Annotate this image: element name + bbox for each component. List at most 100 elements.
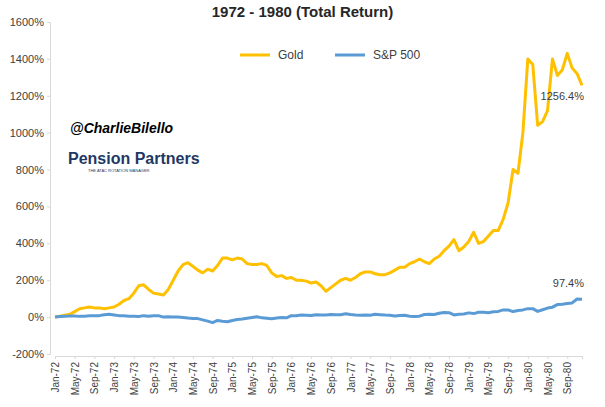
y-tick-mark xyxy=(47,243,50,244)
x-tick-mark xyxy=(272,356,273,359)
x-tick: Jan-72 xyxy=(50,356,61,393)
end-label-sp500: 97.4% xyxy=(553,277,584,289)
x-tick-label: May-77 xyxy=(365,362,376,396)
x-tick: Jan-79 xyxy=(464,356,475,393)
x-tick: Jan-74 xyxy=(168,356,179,393)
watermark-handle: @CharlieBilello xyxy=(70,120,174,136)
y-tick-label: 1400% xyxy=(10,53,44,65)
x-tick: May-75 xyxy=(247,356,258,395)
chart: 1972 - 1980 (Total Return) -200% 0% 200% 400… xyxy=(0,0,605,407)
y-tick: 1600% xyxy=(10,16,50,28)
x-tick-label: Sep-77 xyxy=(385,362,396,395)
y-tick-mark xyxy=(47,59,50,60)
x-tick-mark xyxy=(252,356,253,359)
x-tick-mark xyxy=(114,356,115,359)
legend-swatch xyxy=(240,54,270,57)
x-tick-mark xyxy=(548,356,549,359)
x-tick-label: Jan-77 xyxy=(346,362,357,393)
x-tick-label: Jan-72 xyxy=(50,362,61,393)
x-tick-mark xyxy=(94,356,95,359)
title: 1972 - 1980 (Total Return) xyxy=(212,3,393,20)
y-tick-label: 1000% xyxy=(10,127,44,139)
x-tick-label: May-80 xyxy=(543,362,554,396)
lines xyxy=(55,53,582,322)
watermark-tagline: THE ATAC ROTATION MANAGER xyxy=(88,168,150,173)
x-tick-mark xyxy=(410,356,411,359)
x-tick-label: Jan-76 xyxy=(286,362,297,393)
y-tick: 1400% xyxy=(10,53,50,65)
y-tick-label: 1200% xyxy=(10,90,44,102)
x-tick-label: Sep-73 xyxy=(149,362,160,395)
y-tick: 600% xyxy=(16,200,50,212)
line-1 xyxy=(55,299,582,323)
x-tick: Jan-76 xyxy=(286,356,297,393)
x-tick-mark xyxy=(488,356,489,359)
y-tick: 1000% xyxy=(10,127,50,139)
x-tick-mark xyxy=(134,356,135,359)
y-tick-label: 600% xyxy=(16,200,44,212)
y-tick-mark xyxy=(47,170,50,171)
x-tick-mark xyxy=(351,356,352,359)
line-0 xyxy=(55,53,582,317)
x-tick: May-73 xyxy=(129,356,140,395)
y-tick-label: 0% xyxy=(28,311,44,323)
y-tick-mark xyxy=(47,96,50,97)
x-tick: Sep-72 xyxy=(89,356,100,394)
x-tick-label: Jan-75 xyxy=(227,362,238,393)
x-tick-mark xyxy=(508,356,509,359)
y-tick-mark xyxy=(47,133,50,134)
x-tick: Sep-78 xyxy=(444,356,455,394)
x-tick-mark xyxy=(193,356,194,359)
x-tick-label: Sep-78 xyxy=(444,362,455,395)
x-tick: Sep-79 xyxy=(503,356,514,394)
x-tick: May-77 xyxy=(365,356,376,395)
x-tick-label: May-76 xyxy=(306,362,317,396)
y-axis-line xyxy=(47,23,51,355)
y-tick: 1200% xyxy=(10,90,50,102)
x-tick-mark xyxy=(469,356,470,359)
x-tick-mark xyxy=(154,356,155,359)
y-tick: -200% xyxy=(12,348,50,360)
x-tick-mark xyxy=(291,356,292,359)
x-tick-label: Jan-78 xyxy=(405,362,416,393)
y-tick-mark xyxy=(47,22,50,23)
x-tick: May-80 xyxy=(543,356,554,395)
x-tick-label: May-74 xyxy=(188,362,199,396)
y-tick-mark xyxy=(47,280,50,281)
x-tick: Jan-73 xyxy=(109,356,120,393)
x-tick-label: Sep-80 xyxy=(562,362,573,395)
x-tick-mark xyxy=(173,356,174,359)
x-tick: May-76 xyxy=(306,356,317,395)
x-tick: Jan-77 xyxy=(346,356,357,393)
x-tick-label: Sep-74 xyxy=(208,362,219,395)
x-tick-mark xyxy=(232,356,233,359)
legend-swatch xyxy=(335,54,365,57)
x-tick: May-78 xyxy=(424,356,435,395)
x-tick-label: Jan-74 xyxy=(168,362,179,393)
x-tick-mark xyxy=(390,356,391,359)
x-tick-mark xyxy=(311,356,312,359)
x-tick-label: Jan-73 xyxy=(109,362,120,393)
y-tick: 200% xyxy=(16,274,50,286)
x-tick: Jan-75 xyxy=(227,356,238,393)
x-tick: Jan-80 xyxy=(523,356,534,393)
y-tick-label: 400% xyxy=(16,237,44,249)
x-tick: Sep-75 xyxy=(267,356,278,394)
end-label-gold: 1256.4% xyxy=(541,90,585,102)
watermark-brand: Pension Partners xyxy=(68,150,200,167)
y-tick-label: -200% xyxy=(12,348,44,360)
x-tick-mark xyxy=(370,356,371,359)
x-tick-label: Sep-79 xyxy=(503,362,514,395)
x-tick-mark xyxy=(213,356,214,359)
x-tick-mark xyxy=(528,356,529,359)
x-axis: Jan-72May-72Sep-72Jan-73May-73Sep-73Jan-… xyxy=(50,356,583,395)
x-tick-label: Sep-75 xyxy=(267,362,278,395)
x-tick-label: May-75 xyxy=(247,362,258,396)
y-tick: 800% xyxy=(16,164,50,176)
y-tick-mark xyxy=(47,317,50,318)
x-tick-label: May-78 xyxy=(424,362,435,396)
x-tick: Sep-73 xyxy=(149,356,160,394)
x-tick-mark xyxy=(429,356,430,359)
x-tick-label: Sep-72 xyxy=(89,362,100,395)
x-tick: May-79 xyxy=(483,356,494,395)
